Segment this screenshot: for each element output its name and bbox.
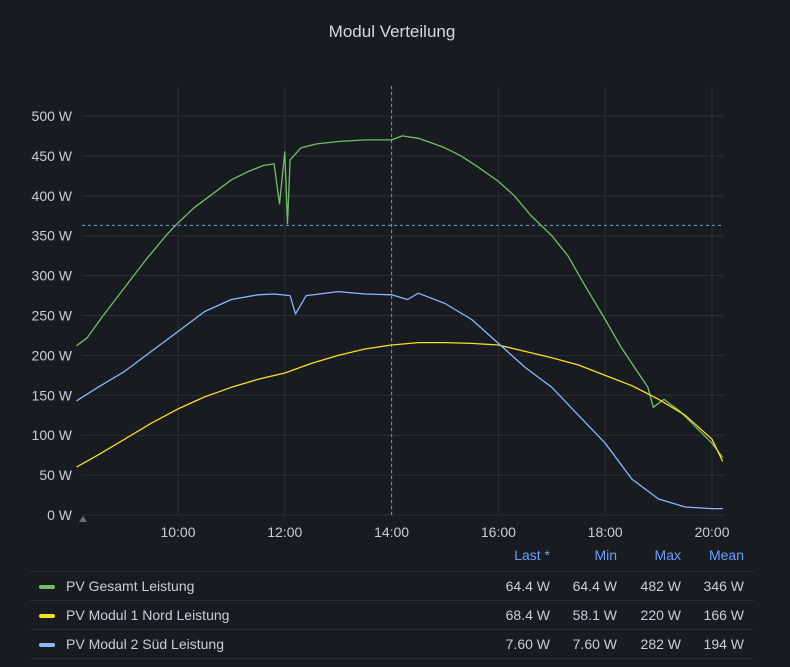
legend-series-name[interactable]: PV Modul 1 Nord Leistung bbox=[66, 607, 230, 623]
x-tick-label: 14:00 bbox=[374, 524, 409, 540]
legend-header-max[interactable]: Max bbox=[654, 547, 681, 563]
x-tick-label: 16:00 bbox=[481, 524, 516, 540]
legend-max-value: 282 W bbox=[640, 636, 681, 652]
legend-mean-value: 346 W bbox=[703, 578, 744, 594]
legend-header-last[interactable]: Last * bbox=[514, 547, 550, 563]
series-line[interactable] bbox=[76, 290, 723, 510]
y-tick-label: 400 W bbox=[32, 188, 73, 204]
x-tick-label: 18:00 bbox=[588, 524, 623, 540]
panel-title[interactable]: Modul Verteilung bbox=[328, 22, 456, 41]
legend-last-value: 64.4 W bbox=[505, 578, 550, 594]
legend-header: Last * Min Max Mean bbox=[30, 543, 754, 571]
legend-last-value: 68.4 W bbox=[505, 607, 550, 623]
y-tick-label: 500 W bbox=[32, 108, 73, 124]
x-tick-label: 12:00 bbox=[267, 524, 302, 540]
legend-row[interactable]: PV Gesamt Leistung 64.4 W 64.4 W 482 W 346 W bbox=[30, 571, 754, 600]
legend-color-swatch[interactable] bbox=[39, 585, 55, 589]
legend-row[interactable]: PV Modul 1 Nord Leistung 68.4 W 58.1 W 220 … bbox=[30, 600, 754, 629]
y-tick-label: 300 W bbox=[32, 268, 73, 284]
legend-row[interactable]: PV Modul 2 Süd Leistung 7.60 W 7.60 W 282 W… bbox=[30, 629, 754, 658]
legend-min-value: 7.60 W bbox=[572, 636, 617, 652]
legend-max-value: 220 W bbox=[640, 607, 681, 623]
legend-mean-value: 194 W bbox=[703, 636, 744, 652]
legend-header-mean[interactable]: Mean bbox=[708, 547, 744, 563]
legend-max-value: 482 W bbox=[640, 578, 681, 594]
x-tick-label: 20:00 bbox=[694, 524, 729, 540]
legend-series-name[interactable]: PV Modul 2 Süd Leistung bbox=[66, 636, 224, 652]
y-tick-label: 250 W bbox=[32, 308, 73, 324]
legend-header-min[interactable]: Min bbox=[594, 547, 617, 563]
series-line[interactable] bbox=[76, 341, 724, 468]
legend-divider bbox=[30, 658, 754, 660]
line-chart[interactable]: 0 W 50 W 100 W 150 W 200 W 250 W 300 W 350 W 400… bbox=[0, 0, 790, 545]
legend-mean-value: 166 W bbox=[703, 607, 744, 623]
y-tick-label: 450 W bbox=[32, 148, 73, 164]
y-tick-label: 350 W bbox=[32, 228, 73, 244]
legend-min-value: 64.4 W bbox=[572, 578, 617, 594]
legend-series-name[interactable]: PV Gesamt Leistung bbox=[66, 578, 195, 594]
series-line[interactable] bbox=[76, 135, 724, 458]
y-tick-label: 200 W bbox=[32, 347, 73, 363]
legend-color-swatch[interactable] bbox=[39, 614, 55, 618]
legend-last-value: 7.60 W bbox=[505, 636, 550, 652]
y-tick-label: 150 W bbox=[32, 387, 73, 403]
x-tick-label: 10:00 bbox=[160, 524, 195, 540]
annotation-marker-icon[interactable] bbox=[79, 516, 87, 522]
legend-color-swatch[interactable] bbox=[39, 643, 55, 647]
legend-table: Last * Min Max Mean PV Gesamt Leistung 64… bbox=[30, 543, 754, 660]
y-tick-label: 50 W bbox=[39, 467, 72, 483]
legend-min-value: 58.1 W bbox=[572, 607, 617, 623]
y-tick-label: 0 W bbox=[47, 507, 73, 523]
y-tick-label: 100 W bbox=[32, 427, 73, 443]
